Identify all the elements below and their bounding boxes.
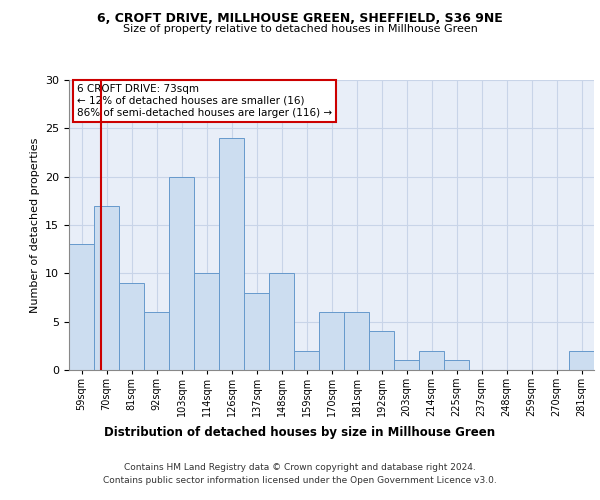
Bar [344,312,369,370]
Bar [444,360,469,370]
Text: Size of property relative to detached houses in Millhouse Green: Size of property relative to detached ho… [122,24,478,34]
Text: Distribution of detached houses by size in Millhouse Green: Distribution of detached houses by size … [104,426,496,439]
Bar [94,206,119,370]
Bar [244,292,269,370]
Bar [69,244,94,370]
Y-axis label: Number of detached properties: Number of detached properties [29,138,40,312]
Bar [419,350,444,370]
Bar [169,176,194,370]
Text: 6 CROFT DRIVE: 73sqm
← 12% of detached houses are smaller (16)
86% of semi-detac: 6 CROFT DRIVE: 73sqm ← 12% of detached h… [77,84,332,117]
Bar [394,360,419,370]
Bar [319,312,344,370]
Bar [369,332,394,370]
Bar [219,138,244,370]
Bar [144,312,169,370]
Bar [269,274,294,370]
Text: 6, CROFT DRIVE, MILLHOUSE GREEN, SHEFFIELD, S36 9NE: 6, CROFT DRIVE, MILLHOUSE GREEN, SHEFFIE… [97,12,503,26]
Text: Contains HM Land Registry data © Crown copyright and database right 2024.: Contains HM Land Registry data © Crown c… [124,464,476,472]
Bar [569,350,594,370]
Bar [119,283,144,370]
Bar [294,350,319,370]
Text: Contains public sector information licensed under the Open Government Licence v3: Contains public sector information licen… [103,476,497,485]
Bar [194,274,219,370]
